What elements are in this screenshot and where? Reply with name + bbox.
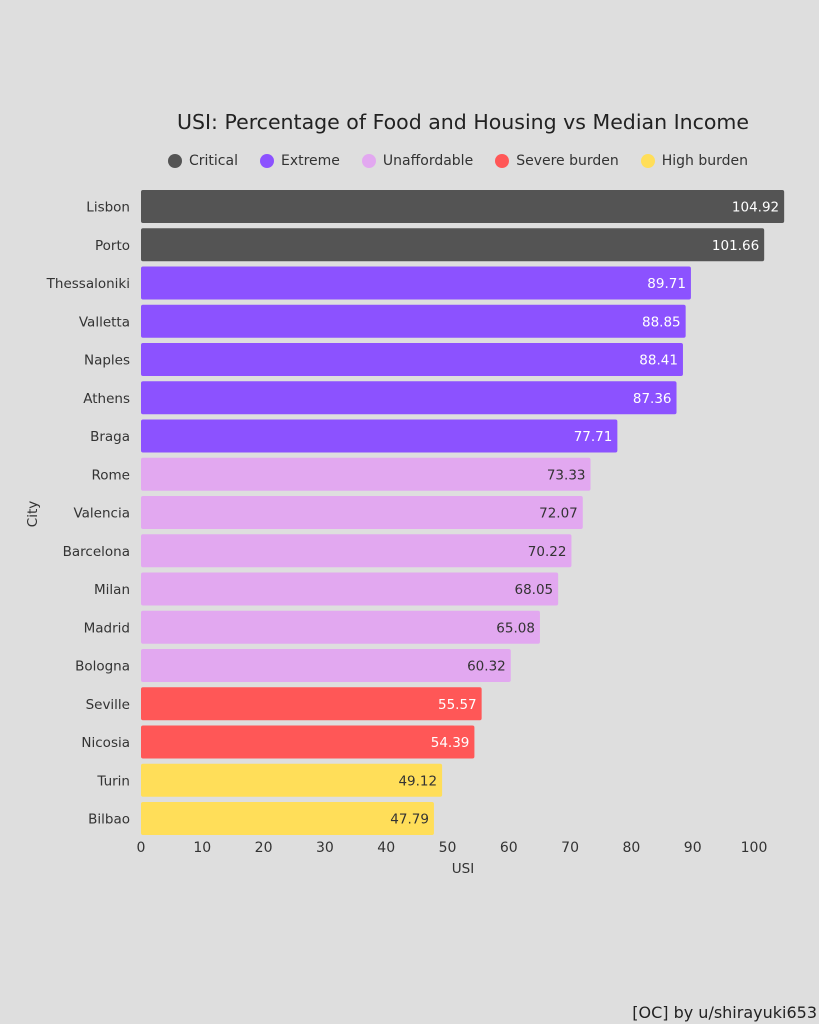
y-tick-label: Madrid <box>84 620 130 636</box>
x-tick-label: 20 <box>255 840 273 856</box>
legend-item: Critical <box>168 153 238 169</box>
legend: Critical Extreme Unaffordable Severe burden… <box>168 153 748 169</box>
y-tick-label: Valencia <box>73 506 130 522</box>
y-tick-label: Braga <box>90 429 130 445</box>
y-tick-label: Valletta <box>79 314 130 330</box>
data-label: 54.39 <box>431 735 470 751</box>
bar <box>141 304 686 338</box>
data-label: 55.57 <box>438 697 477 713</box>
data-label: 49.12 <box>398 773 437 789</box>
legend-marker <box>640 154 655 168</box>
data-label: 77.71 <box>574 429 613 445</box>
data-label: 73.33 <box>547 467 586 483</box>
bar <box>141 343 683 376</box>
x-tick-label: 90 <box>684 840 702 856</box>
legend-marker <box>361 154 376 168</box>
y-tick-label: Nicosia <box>81 735 130 751</box>
bar <box>141 687 482 721</box>
legend-item: High burden <box>640 153 749 169</box>
x-tick-label: 0 <box>137 840 146 856</box>
y-tick-label: Barcelona <box>63 544 130 560</box>
bar <box>141 725 475 759</box>
y-tick-label: Milan <box>94 582 130 598</box>
legend-label: Unaffordable <box>382 153 474 169</box>
data-label: 88.85 <box>642 314 681 330</box>
y-tick-label: Naples <box>84 353 130 369</box>
data-label: 101.66 <box>712 238 759 254</box>
y-tick-label: Athens <box>83 391 130 407</box>
x-axis-label: USI <box>452 861 474 877</box>
credit-text: [OC] by u/shirayuki653 <box>632 1003 817 1022</box>
y-tick-label: Bilbao <box>88 812 130 828</box>
legend-marker <box>259 154 274 168</box>
chart-title: USI: Percentage of Food and Housing vs M… <box>176 110 750 134</box>
y-tick-label: Seville <box>86 697 130 713</box>
y-tick-label: Turin <box>96 773 130 789</box>
y-tick-label: Rome <box>92 467 131 483</box>
x-tick-label: 10 <box>193 840 211 856</box>
x-tick-label: 70 <box>561 840 579 856</box>
bar <box>141 266 691 300</box>
data-label: 70.22 <box>528 544 567 560</box>
x-tick-label: 40 <box>377 840 395 856</box>
bar <box>141 496 583 529</box>
y-tick-label: Lisbon <box>86 200 130 216</box>
x-tick-label: 100 <box>741 840 768 856</box>
data-label: 60.32 <box>467 659 506 675</box>
legend-item: Extreme <box>259 153 340 169</box>
legend-label: Severe burden <box>516 153 619 169</box>
legend-marker <box>495 154 510 168</box>
legend-label: High burden <box>661 153 749 169</box>
bar <box>141 419 618 453</box>
bar <box>141 190 785 223</box>
bar <box>141 228 765 262</box>
legend-label: Extreme <box>280 153 340 169</box>
legend-item: Unaffordable <box>361 153 474 169</box>
data-label: 88.41 <box>639 353 678 369</box>
x-tick-label: 60 <box>500 840 518 856</box>
data-label: 65.08 <box>496 620 535 636</box>
bar <box>141 534 572 568</box>
data-label: 87.36 <box>633 391 672 407</box>
data-label: 68.05 <box>514 582 553 598</box>
legend-marker <box>168 154 182 168</box>
bar <box>141 572 559 606</box>
x-tick-label: 30 <box>316 840 334 856</box>
legend-item: Severe burden <box>495 153 619 169</box>
y-tick-label: Porto <box>95 238 130 254</box>
legend-label: Critical <box>189 153 238 169</box>
x-tick-label: 50 <box>439 840 457 856</box>
y-tick-label: Thessaloniki <box>46 276 130 292</box>
data-label: 47.79 <box>390 812 429 828</box>
data-label: 89.71 <box>647 276 686 292</box>
bar <box>141 649 511 682</box>
bar <box>141 381 677 415</box>
bar <box>141 457 591 491</box>
bar <box>141 763 443 797</box>
y-tick-label: Bologna <box>75 659 130 675</box>
y-axis-label: City <box>25 501 41 527</box>
bar <box>141 610 540 644</box>
data-label: 104.92 <box>732 200 779 216</box>
data-label: 72.07 <box>539 506 578 522</box>
x-tick-label: 80 <box>622 840 640 856</box>
bar <box>141 802 434 835</box>
